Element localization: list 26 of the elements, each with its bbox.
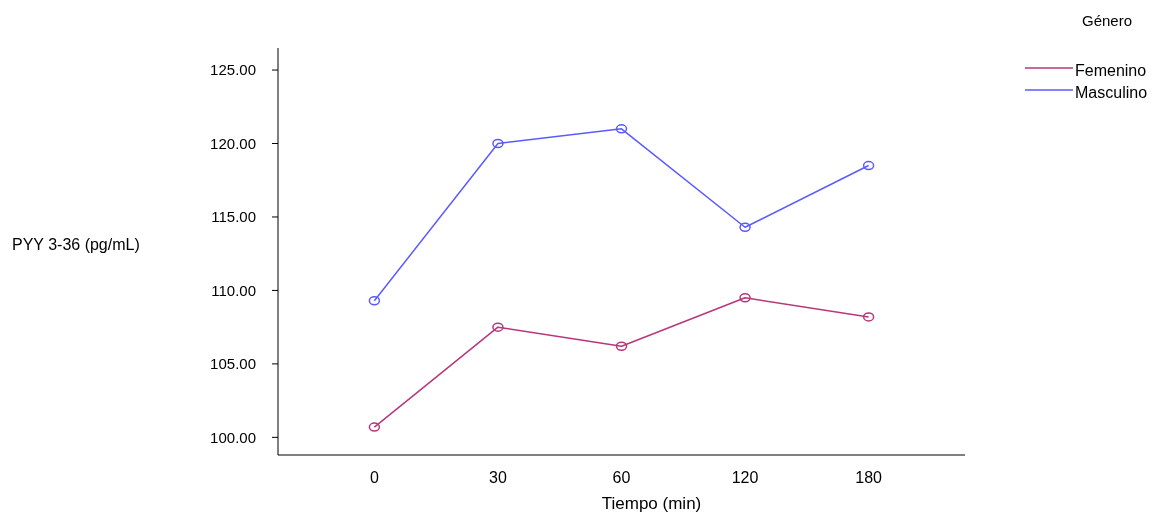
point bbox=[492, 322, 504, 332]
legend-label: Masculino bbox=[1075, 84, 1148, 101]
point bbox=[492, 138, 504, 149]
x-tick-label: 0 bbox=[369, 469, 379, 486]
y-tick-label: 120.00 bbox=[210, 134, 256, 152]
point bbox=[368, 295, 381, 306]
legend-label: Femenino bbox=[1075, 62, 1147, 79]
y-tick-label: 110.00 bbox=[211, 281, 256, 299]
x-tick-label: 180 bbox=[855, 469, 883, 486]
y-axis-title: PYY 3-36 (pg/mL) bbox=[12, 236, 140, 253]
x-tick-label: 120 bbox=[731, 469, 759, 486]
point bbox=[739, 293, 751, 303]
y-tick-label: 125.00 bbox=[210, 61, 256, 79]
point bbox=[615, 341, 628, 352]
point bbox=[615, 124, 628, 134]
point bbox=[862, 312, 875, 322]
x-tick-label: 60 bbox=[612, 469, 631, 486]
y-tick-label: 105.00 bbox=[210, 355, 256, 373]
x-axis-title: Tiempo (min) bbox=[601, 494, 702, 513]
legend-title: Género bbox=[1081, 12, 1133, 29]
x-tick-label: 30 bbox=[489, 469, 507, 486]
point bbox=[862, 160, 875, 171]
y-tick-label: 115.00 bbox=[211, 208, 256, 226]
point bbox=[739, 222, 751, 233]
y-tick-label: 100.00 bbox=[210, 428, 256, 446]
point bbox=[368, 422, 381, 432]
